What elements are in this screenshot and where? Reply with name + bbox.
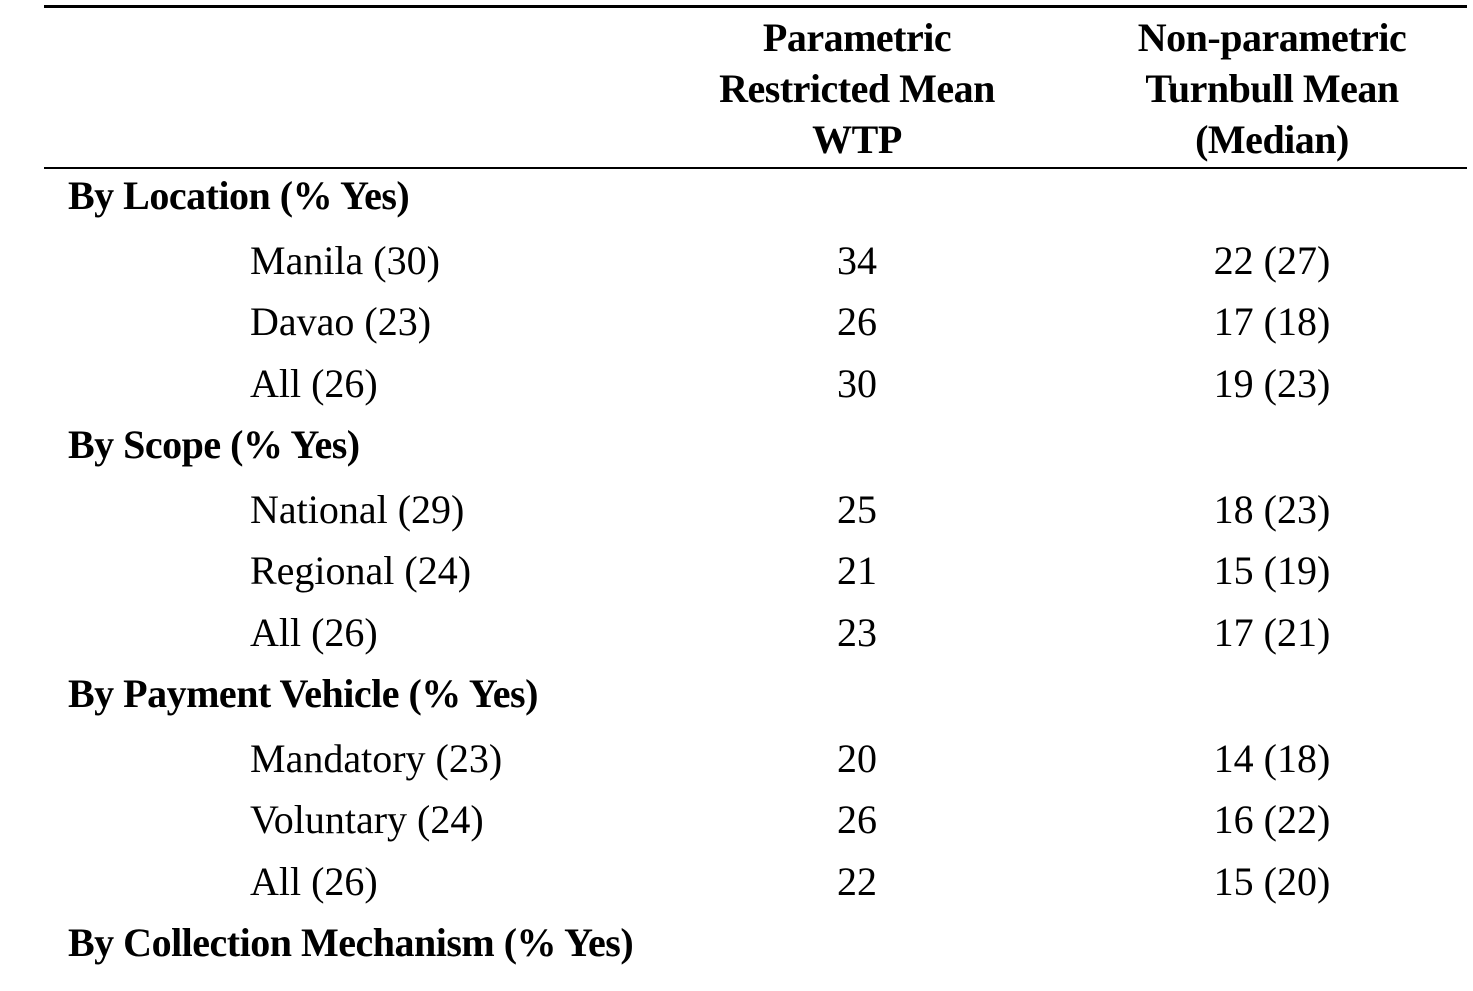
parametric-value: 34 xyxy=(837,237,877,283)
parametric-value: 20 xyxy=(837,735,877,781)
column-header: Non-parametric Turnbull Mean (Median) xyxy=(1137,12,1407,165)
nonparametric-value: 17 (18) xyxy=(1213,299,1331,344)
parametric-value: 22 xyxy=(837,858,877,904)
row-label: Mandatory (23) xyxy=(250,735,503,781)
header-line: Parametric xyxy=(762,15,952,60)
section-title: By Location (% Yes) xyxy=(68,173,410,218)
parametric-value: 25 xyxy=(837,486,877,532)
parametric-value: 21 xyxy=(837,548,877,593)
column-header: Parametric Restricted Mean WTP xyxy=(719,12,995,165)
section-title: By Scope (% Yes) xyxy=(68,422,360,467)
header-line: Turnbull Mean xyxy=(1145,66,1399,111)
nonparametric-value: 17 (21) xyxy=(1213,609,1331,655)
top-rule xyxy=(44,5,1467,8)
nonparametric-value: 22 (27) xyxy=(1213,237,1331,283)
section-title: By Payment Vehicle (% Yes) xyxy=(68,671,538,716)
row-label: Voluntary (24) xyxy=(250,797,484,842)
parametric-value: 26 xyxy=(837,299,877,344)
header-line: Non-parametric xyxy=(1137,15,1407,60)
nonparametric-value: 16 (22) xyxy=(1213,797,1331,842)
row-label: National (29) xyxy=(250,486,465,532)
nonparametric-value: 14 (18) xyxy=(1213,735,1331,781)
header-line: (Median) xyxy=(1195,117,1349,162)
parametric-value: 26 xyxy=(837,797,877,842)
header-line: Restricted Mean xyxy=(719,66,995,111)
row-label: All (26) xyxy=(250,360,378,406)
parametric-value: 30 xyxy=(837,360,877,406)
row-label: Regional (24) xyxy=(250,548,472,593)
header-rule xyxy=(44,167,1467,169)
nonparametric-value: 18 (23) xyxy=(1213,486,1331,532)
parametric-value: 23 xyxy=(837,609,877,655)
row-label: Manila (30) xyxy=(250,237,440,283)
row-label: All (26) xyxy=(250,858,378,904)
row-label: All (26) xyxy=(250,609,378,655)
nonparametric-value: 15 (19) xyxy=(1213,548,1331,593)
row-label: Davao (23) xyxy=(250,299,432,344)
section-title: By Collection Mechanism (% Yes) xyxy=(68,920,634,965)
header-line: WTP xyxy=(812,117,902,162)
nonparametric-value: 15 (20) xyxy=(1213,858,1331,904)
nonparametric-value: 19 (23) xyxy=(1213,360,1331,406)
